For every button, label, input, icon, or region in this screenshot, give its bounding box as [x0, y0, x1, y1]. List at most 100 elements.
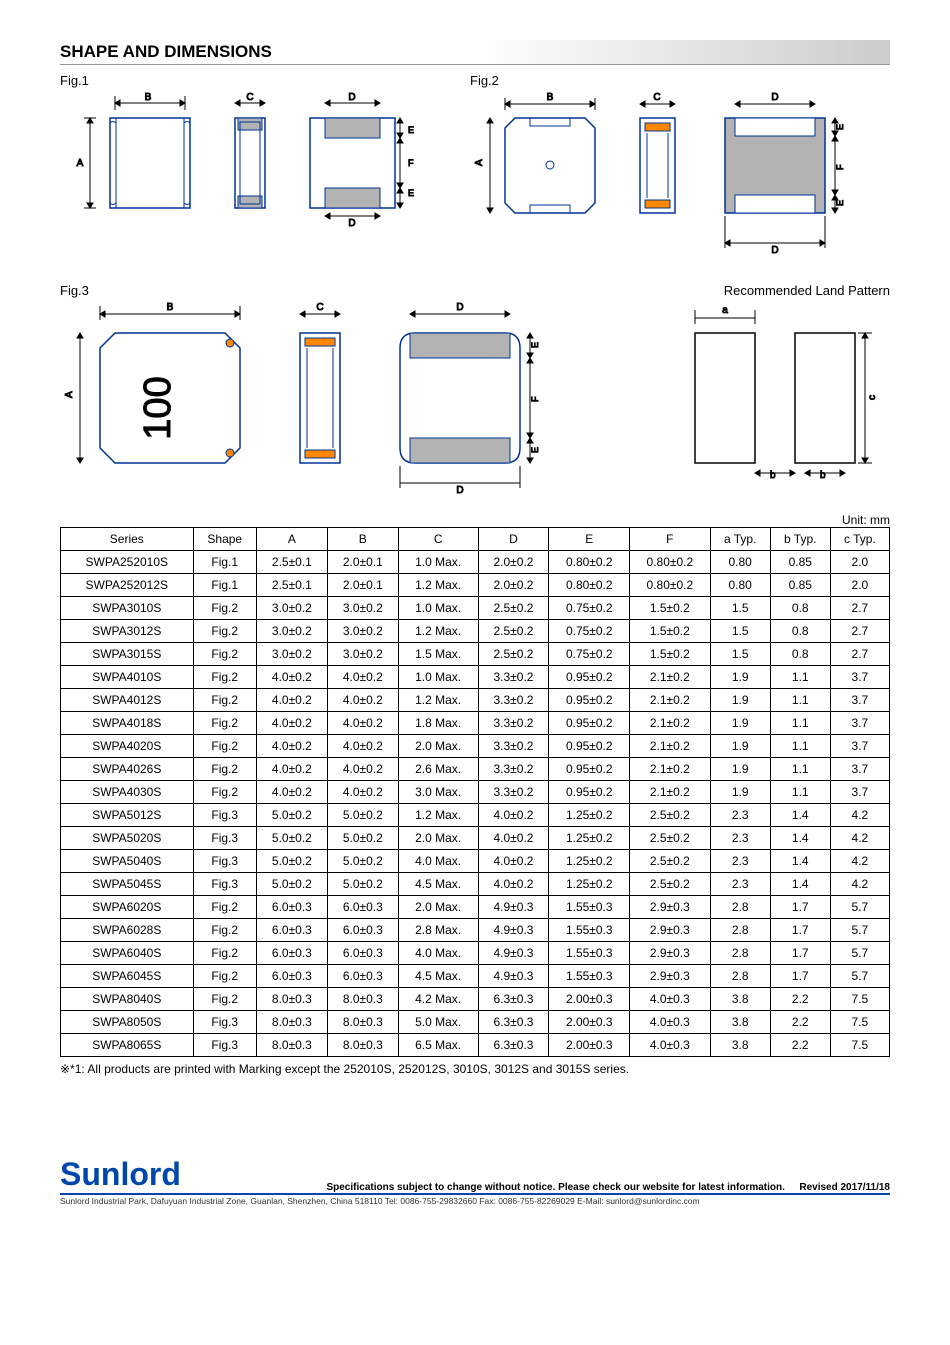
table-cell: 0.95±0.2 — [549, 712, 630, 735]
table-cell: 1.25±0.2 — [549, 804, 630, 827]
svg-text:F: F — [530, 396, 540, 402]
table-cell: 2.5±0.2 — [630, 873, 711, 896]
footer-note: Specifications subject to change without… — [326, 1182, 784, 1193]
table-cell: 2.3 — [710, 873, 770, 896]
table-cell: 3.3±0.2 — [478, 712, 549, 735]
table-cell: 4.0±0.2 — [256, 758, 327, 781]
table-cell: Fig.3 — [193, 1034, 256, 1057]
table-header-cell: Series — [61, 528, 194, 551]
table-cell: 7.5 — [830, 1034, 889, 1057]
table-cell: Fig.2 — [193, 666, 256, 689]
table-cell: 2.0 — [830, 551, 889, 574]
table-row: SWPA3010SFig.23.0±0.23.0±0.21.0 Max.2.5±… — [61, 597, 890, 620]
table-cell: 5.0±0.2 — [256, 873, 327, 896]
table-cell: 1.7 — [770, 896, 830, 919]
land-pattern-label: Recommended Land Pattern — [660, 283, 890, 298]
table-cell: 1.55±0.3 — [549, 919, 630, 942]
svg-text:C: C — [246, 92, 253, 103]
table-cell: 2.00±0.3 — [549, 988, 630, 1011]
table-row: SWPA4030SFig.24.0±0.24.0±0.23.0 Max.3.3±… — [61, 781, 890, 804]
table-cell: Fig.2 — [193, 919, 256, 942]
table-cell: 1.2 Max. — [398, 804, 478, 827]
table-cell: 2.8 Max. — [398, 919, 478, 942]
table-cell: 2.1±0.2 — [630, 712, 711, 735]
table-cell: 8.0±0.3 — [256, 1034, 327, 1057]
table-cell: 4.0±0.2 — [256, 712, 327, 735]
table-row: SWPA5045SFig.35.0±0.25.0±0.24.5 Max.4.0±… — [61, 873, 890, 896]
table-cell: Fig.2 — [193, 620, 256, 643]
svg-text:D: D — [456, 302, 463, 313]
svg-text:E: E — [530, 447, 540, 453]
table-cell: SWPA6045S — [61, 965, 194, 988]
footnote: ※*1: All products are printed with Marki… — [60, 1062, 890, 1076]
table-cell: 1.9 — [710, 666, 770, 689]
table-cell: Fig.2 — [193, 643, 256, 666]
table-cell: 4.2 — [830, 804, 889, 827]
table-cell: 1.5±0.2 — [630, 643, 711, 666]
table-cell: 1.4 — [770, 827, 830, 850]
table-header-cell: c Typ. — [830, 528, 889, 551]
table-cell: 3.3±0.2 — [478, 781, 549, 804]
table-cell: SWPA4020S — [61, 735, 194, 758]
table-cell: 2.1±0.2 — [630, 689, 711, 712]
table-cell: 3.0±0.2 — [256, 643, 327, 666]
table-cell: 0.75±0.2 — [549, 620, 630, 643]
table-cell: 2.0 Max. — [398, 735, 478, 758]
table-header-cell: C — [398, 528, 478, 551]
table-cell: 4.0±0.2 — [327, 735, 398, 758]
table-cell: 1.25±0.2 — [549, 873, 630, 896]
table-cell: Fig.2 — [193, 712, 256, 735]
table-row: SWPA6040SFig.26.0±0.36.0±0.34.0 Max.4.9±… — [61, 942, 890, 965]
footer-contact: Sunlord Industrial Park, Dafuyuan Indust… — [60, 1196, 890, 1206]
table-cell: 2.5±0.2 — [478, 620, 549, 643]
fig3-diagram: B A 100 C — [60, 298, 600, 498]
table-cell: 2.5±0.1 — [256, 574, 327, 597]
table-cell: 2.9±0.3 — [630, 896, 711, 919]
section-title: SHAPE AND DIMENSIONS — [60, 40, 890, 65]
table-cell: 1.1 — [770, 735, 830, 758]
table-cell: 4.0 Max. — [398, 850, 478, 873]
table-cell: 3.8 — [710, 988, 770, 1011]
footer-revised: Revised 2017/11/18 — [799, 1182, 890, 1193]
table-cell: 3.7 — [830, 758, 889, 781]
table-cell: 2.00±0.3 — [549, 1034, 630, 1057]
table-cell: 4.0±0.2 — [256, 666, 327, 689]
table-cell: 1.9 — [710, 735, 770, 758]
table-cell: 0.80±0.2 — [549, 551, 630, 574]
svg-text:E: E — [408, 188, 414, 198]
table-cell: 4.9±0.3 — [478, 896, 549, 919]
table-cell: 1.9 — [710, 781, 770, 804]
table-cell: 3.0±0.2 — [327, 643, 398, 666]
table-cell: 8.0±0.3 — [327, 1034, 398, 1057]
svg-text:E: E — [835, 124, 845, 130]
table-cell: 4.0±0.2 — [327, 712, 398, 735]
table-cell: 4.2 — [830, 827, 889, 850]
table-cell: 2.5±0.2 — [630, 804, 711, 827]
table-cell: 0.8 — [770, 620, 830, 643]
svg-text:A: A — [64, 391, 75, 398]
table-cell: 1.5 — [710, 643, 770, 666]
table-cell: 4.0±0.2 — [327, 781, 398, 804]
svg-text:A: A — [77, 158, 84, 169]
table-cell: Fig.3 — [193, 873, 256, 896]
svg-text:E: E — [835, 200, 845, 206]
table-cell: 2.5±0.2 — [630, 850, 711, 873]
table-cell: SWPA4010S — [61, 666, 194, 689]
table-row: SWPA4020SFig.24.0±0.24.0±0.22.0 Max.3.3±… — [61, 735, 890, 758]
table-cell: 5.0±0.2 — [256, 804, 327, 827]
table-cell: 2.8 — [710, 942, 770, 965]
table-cell: 4.0±0.2 — [478, 850, 549, 873]
table-cell: 3.7 — [830, 712, 889, 735]
table-cell: 8.0±0.3 — [256, 988, 327, 1011]
table-cell: 2.2 — [770, 1034, 830, 1057]
table-cell: 2.0±0.1 — [327, 551, 398, 574]
table-cell: 0.85 — [770, 551, 830, 574]
svg-text:c: c — [867, 395, 878, 400]
table-header-cell: Shape — [193, 528, 256, 551]
fig2-diagram: B A C — [470, 88, 890, 268]
table-cell: 4.0±0.2 — [478, 804, 549, 827]
table-cell: 1.0 Max. — [398, 666, 478, 689]
table-header-cell: a Typ. — [710, 528, 770, 551]
table-cell: 4.0±0.3 — [630, 988, 711, 1011]
table-cell: SWPA4018S — [61, 712, 194, 735]
